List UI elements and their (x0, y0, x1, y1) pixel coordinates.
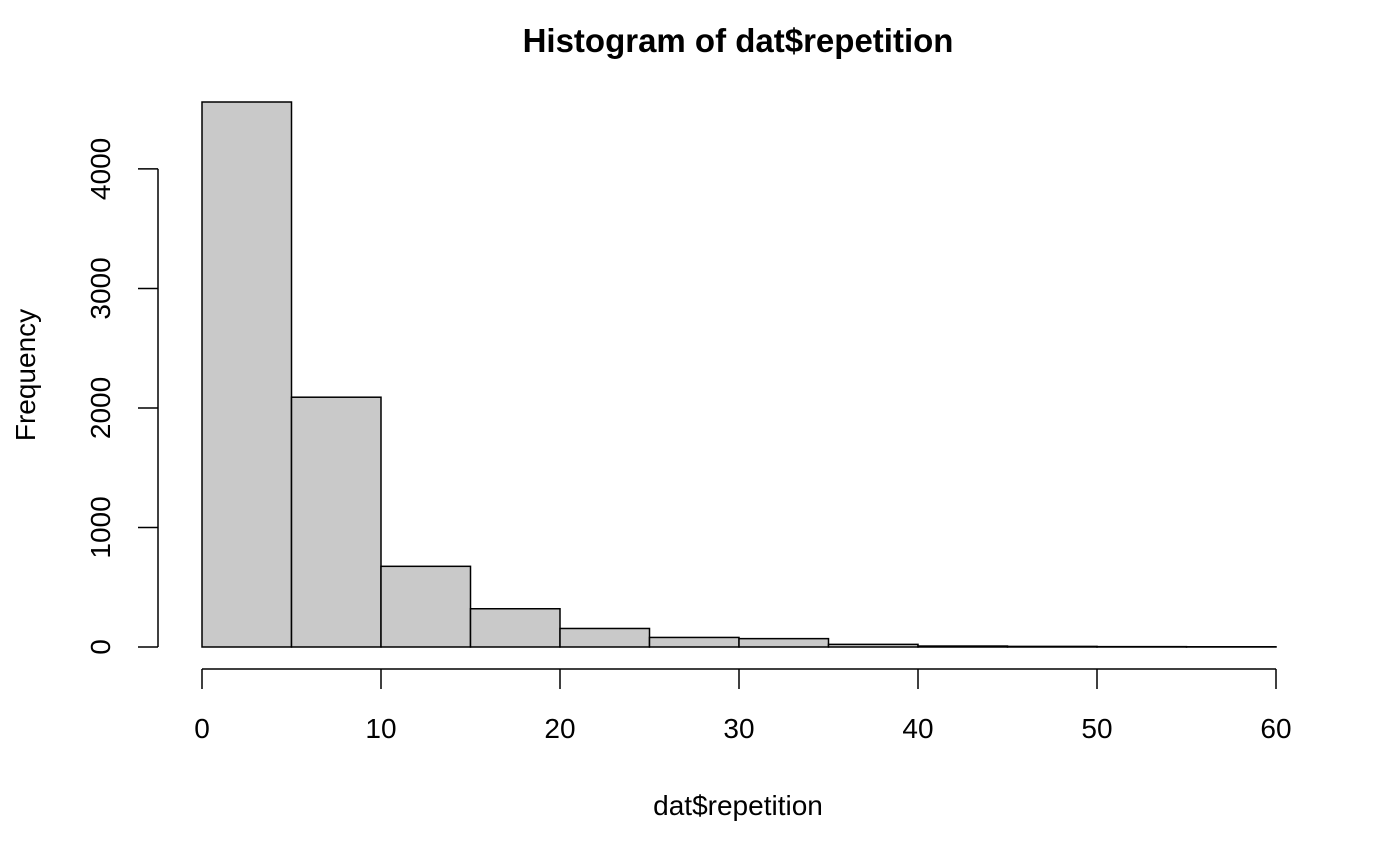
bar-10-15 (380, 565, 472, 648)
x-tick-label-0: 0 (194, 713, 210, 744)
x-tick-label-20: 20 (544, 713, 575, 744)
bars-group (201, 101, 1277, 648)
x-axis-title: dat$repetition (653, 790, 823, 821)
bar-25-30 (648, 636, 740, 648)
y-tick-label-4000: 4000 (85, 138, 116, 200)
bar-40-45 (917, 645, 1009, 648)
y-tick-label-2000: 2000 (85, 377, 116, 439)
x-axis: 0 10 20 30 40 50 60 (194, 668, 1292, 744)
bar-15-20 (469, 608, 561, 648)
bar-30-35 (738, 637, 830, 648)
bar-0-5 (201, 101, 293, 648)
bar-5-10 (290, 396, 382, 648)
bar-35-40 (827, 643, 919, 648)
x-tick-label-30: 30 (723, 713, 754, 744)
y-tick-label-3000: 3000 (85, 257, 116, 319)
bar-20-25 (559, 627, 651, 648)
x-tick-label-60: 60 (1260, 713, 1291, 744)
x-tick-label-40: 40 (902, 713, 933, 744)
y-tick-label-0: 0 (85, 639, 116, 655)
y-tick-label-1000: 1000 (85, 496, 116, 558)
x-tick-label-50: 50 (1081, 713, 1112, 744)
chart-title: Histogram of dat$repetition (523, 22, 954, 59)
x-tick-label-10: 10 (365, 713, 396, 744)
y-axis-title: Frequency (10, 309, 41, 441)
y-axis: 0 1000 2000 3000 4000 (85, 138, 159, 655)
bar-45-50 (1006, 645, 1098, 648)
